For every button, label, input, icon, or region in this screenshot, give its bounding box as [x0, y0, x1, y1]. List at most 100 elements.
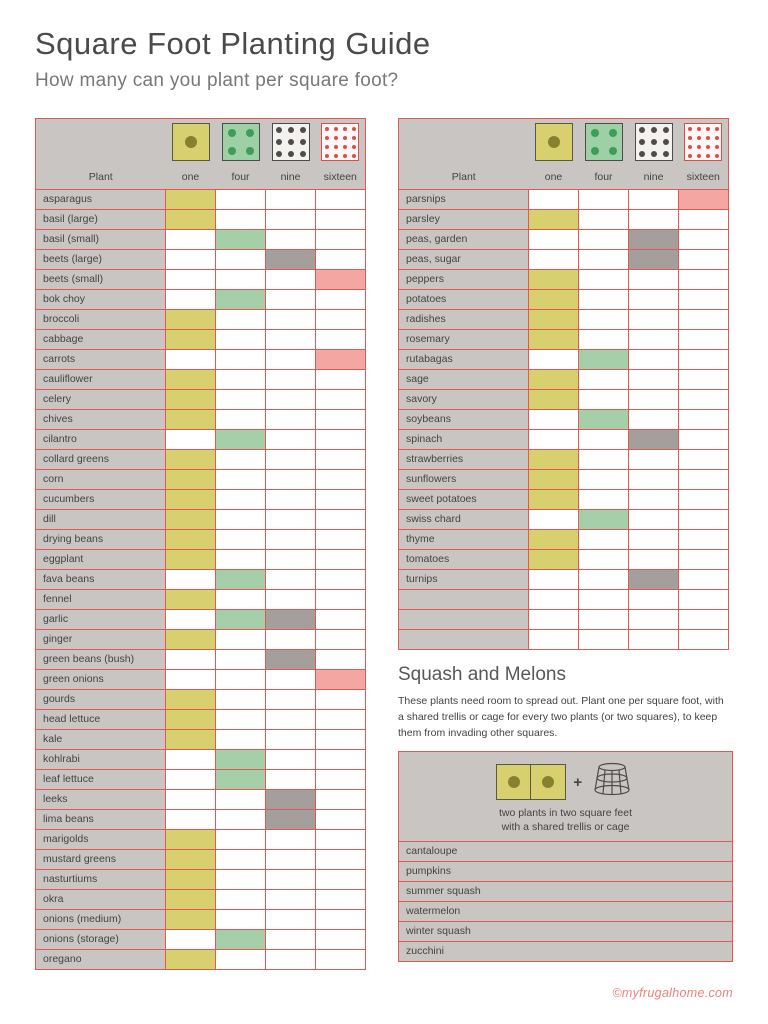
plant-name-cell: cilantro: [35, 429, 166, 450]
count-cell-nine: [628, 549, 679, 570]
legend-icon-cell: [215, 118, 266, 165]
count-cell-nine: [628, 409, 679, 430]
plant-row: green onions: [35, 669, 366, 690]
count-cell-sixteen: [315, 389, 366, 410]
count-cell-nine: [628, 609, 679, 630]
plant-name-cell: broccoli: [35, 309, 166, 330]
count-cell-nine: [265, 429, 316, 450]
one-per-square-icon: [534, 123, 573, 161]
right-column: Plant one four nine sixteen parsnips parsley pe…: [398, 118, 733, 962]
count-cell-sixteen: [315, 309, 366, 330]
plant-name-cell: spinach: [398, 429, 529, 450]
plant-name-cell: garlic: [35, 609, 166, 630]
count-cell-nine: [265, 749, 316, 770]
count-cell-four: [578, 229, 629, 250]
page-title: Square Foot Planting Guide: [35, 26, 431, 61]
count-cell-sixteen: [678, 349, 729, 370]
count-cell-sixteen: [678, 329, 729, 350]
count-cell-four: [578, 609, 629, 630]
count-cell-nine: [265, 869, 316, 890]
plant-row: broccoli: [35, 309, 366, 330]
plant-name-cell: nasturtiums: [35, 869, 166, 890]
plant-name-cell: kohlrabi: [35, 749, 166, 770]
count-cell-sixteen: [315, 809, 366, 830]
count-cell-one: [528, 429, 579, 450]
count-cell-nine: [265, 329, 316, 350]
plant-name-cell: fava beans: [35, 569, 166, 590]
plant-name-cell: green onions: [35, 669, 166, 690]
plant-name-cell: eggplant: [35, 549, 166, 570]
count-cell-nine: [628, 629, 679, 650]
plant-name-cell: beets (small): [35, 269, 166, 290]
count-cell-four: [215, 389, 266, 410]
squash-section-description: These plants need room to spread out. Pl…: [398, 695, 724, 739]
plant-name-cell: head lettuce: [35, 709, 166, 730]
plant-row: savory: [398, 389, 729, 410]
count-cell-four: [578, 589, 629, 610]
plant-row: kale: [35, 729, 366, 750]
count-cell-sixteen: [678, 509, 729, 530]
count-cell-four: [215, 369, 266, 390]
count-cell-four: [215, 569, 266, 590]
count-cell-sixteen: [315, 909, 366, 930]
plant-name-cell: marigolds: [35, 829, 166, 850]
count-cell-sixteen: [315, 749, 366, 770]
plant-row: soybeans: [398, 409, 729, 430]
plant-name-cell: soybeans: [398, 409, 529, 430]
count-cell-sixteen: [315, 869, 366, 890]
count-column-header-one: one: [528, 165, 579, 190]
count-cell-four: [215, 209, 266, 230]
count-cell-four: [215, 829, 266, 850]
squash-section-title: Squash and Melons: [398, 664, 566, 685]
count-cell-nine: [628, 569, 679, 590]
count-cell-nine: [628, 209, 679, 230]
count-column-header-nine: nine: [628, 165, 679, 190]
count-cell-nine: [265, 829, 316, 850]
count-cell-four: [578, 449, 629, 470]
count-cell-sixteen: [678, 589, 729, 610]
count-cell-sixteen: [678, 249, 729, 270]
plant-row: asparagus: [35, 189, 366, 210]
count-cell-one: [165, 369, 216, 390]
plant-row: peas, sugar: [398, 249, 729, 270]
count-cell-sixteen: [678, 549, 729, 570]
plant-row: parsnips: [398, 189, 729, 210]
count-cell-four: [215, 269, 266, 290]
count-cell-four: [578, 349, 629, 370]
plant-name-cell: leeks: [35, 789, 166, 810]
plant-row: beets (small): [35, 269, 366, 290]
count-cell-four: [578, 329, 629, 350]
legend-icon-cell: [678, 118, 729, 165]
count-cell-sixteen: [315, 349, 366, 370]
plant-row: sunflowers: [398, 469, 729, 490]
count-cell-sixteen: [678, 389, 729, 410]
count-cell-sixteen: [315, 509, 366, 530]
count-cell-one: [528, 529, 579, 550]
count-cell-four: [215, 309, 266, 330]
plant-name-cell: lima beans: [35, 809, 166, 830]
squash-diagram-box: +: [398, 751, 733, 962]
count-cell-nine: [265, 209, 316, 230]
count-column-header-four: four: [578, 165, 629, 190]
count-cell-nine: [265, 549, 316, 570]
count-cell-four: [578, 489, 629, 510]
plant-row: sage: [398, 369, 729, 390]
squash-plant-row: zucchini: [399, 940, 732, 961]
count-cell-four: [578, 509, 629, 530]
count-cell-one: [165, 609, 216, 630]
count-cell-one: [165, 229, 216, 250]
count-cell-one: [165, 809, 216, 830]
count-cell-four: [215, 589, 266, 610]
count-cell-nine: [628, 329, 679, 350]
count-cell-one: [165, 469, 216, 490]
count-cell-nine: [265, 249, 316, 270]
count-cell-one: [528, 389, 579, 410]
plant-row: [398, 629, 729, 650]
count-cell-nine: [628, 529, 679, 550]
plant-row: dill: [35, 509, 366, 530]
count-cell-nine: [265, 229, 316, 250]
plant-row: onions (storage): [35, 929, 366, 950]
count-cell-nine: [265, 769, 316, 790]
count-cell-nine: [265, 489, 316, 510]
plant-name-cell: cauliflower: [35, 369, 166, 390]
